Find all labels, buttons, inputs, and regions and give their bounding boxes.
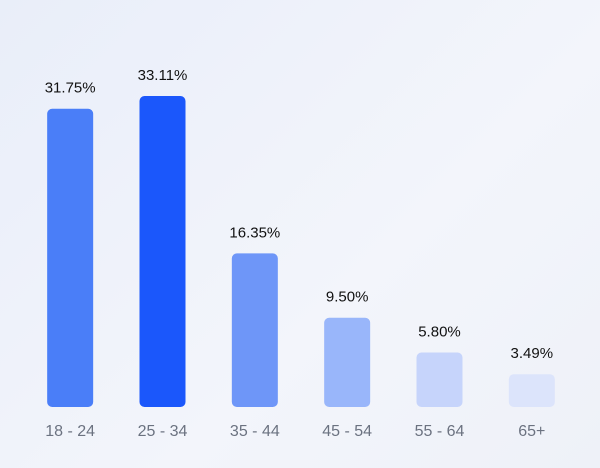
bar	[508, 374, 555, 407]
value-label: 31.75%	[45, 80, 96, 97]
category-label: 35 - 44	[230, 423, 280, 440]
category-label: 45 - 54	[322, 423, 372, 440]
value-label: 33.11%	[138, 67, 188, 84]
value-label: 5.80%	[418, 323, 461, 340]
bar	[47, 108, 94, 408]
bar	[416, 352, 463, 407]
value-label: 9.50%	[326, 289, 369, 306]
bar	[231, 253, 278, 407]
value-label: 3.49%	[511, 345, 554, 362]
category-label: 55 - 64	[415, 423, 465, 440]
category-label: 18 - 24	[45, 423, 95, 440]
category-label: 25 - 34	[138, 423, 188, 440]
value-label: 16.35%	[229, 224, 280, 241]
category-label: 65+	[518, 423, 545, 440]
bar	[324, 317, 371, 407]
bar	[139, 96, 186, 407]
